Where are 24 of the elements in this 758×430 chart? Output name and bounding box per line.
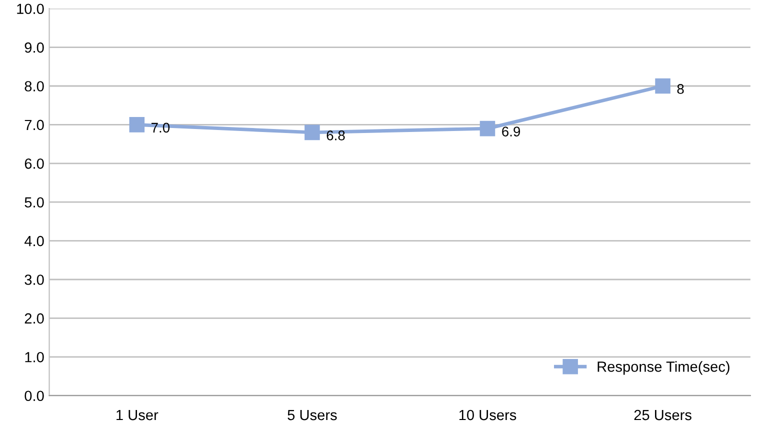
x-tick-label: 25 Users bbox=[634, 410, 692, 420]
data-label: 6.9 bbox=[502, 126, 520, 136]
y-tick-label: 4.0 bbox=[24, 236, 44, 246]
x-tick-label: 10 Users bbox=[459, 410, 516, 420]
point bbox=[655, 78, 670, 94]
data-label: 8 bbox=[677, 84, 684, 94]
y-tick-label: 7.0 bbox=[24, 120, 44, 130]
y-tick-label: 6.0 bbox=[24, 158, 44, 169]
x-tick-label: 1 User bbox=[116, 410, 158, 420]
y-tick-label: 5.0 bbox=[24, 197, 44, 208]
y-tick-label: 10.0 bbox=[17, 4, 44, 14]
y-tick-label: 1.0 bbox=[25, 352, 44, 362]
y-tick-label: 0.0 bbox=[24, 390, 44, 402]
data-label: 6.8 bbox=[326, 130, 345, 140]
y-tick-label: 3.0 bbox=[24, 274, 44, 285]
data-label: 7.0 bbox=[152, 122, 170, 133]
legend-label: Response Time(sec) bbox=[598, 361, 730, 375]
y-tick-label: 8.0 bbox=[24, 81, 44, 92]
point bbox=[480, 120, 496, 136]
point bbox=[129, 117, 145, 132]
point bbox=[304, 124, 320, 140]
y-tick-label: 9.0 bbox=[24, 42, 44, 53]
x-tick-label: 5 Users bbox=[288, 410, 337, 420]
y-tick-label: 2.0 bbox=[24, 313, 44, 324]
